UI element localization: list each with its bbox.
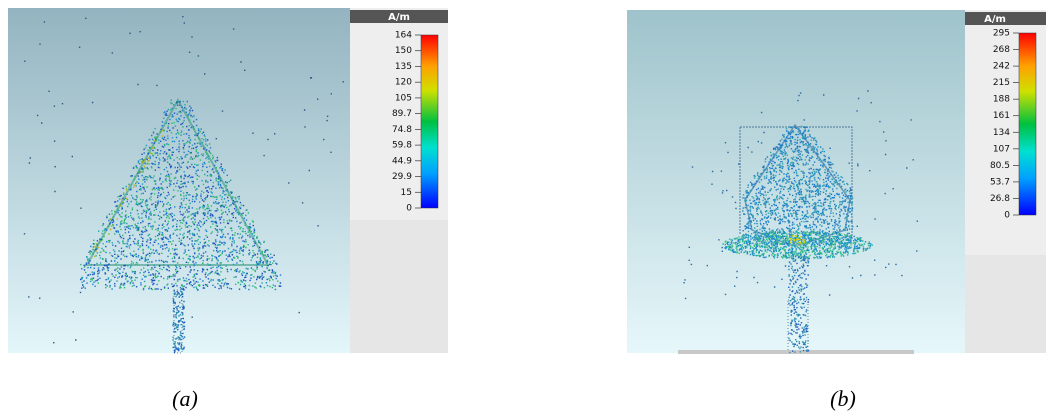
scale-label: 120	[395, 78, 412, 88]
scale-label: 53.7	[990, 177, 1010, 187]
unit: A/m	[984, 14, 1006, 25]
caption: (a)	[172, 386, 198, 411]
current-dots	[81, 100, 282, 291]
current-dots	[742, 125, 854, 246]
scale-label: 215	[993, 78, 1010, 88]
scale-label: 29.9	[392, 172, 412, 182]
caption: (b)	[830, 386, 856, 411]
current-dots	[80, 100, 279, 291]
legend-panel-lower	[965, 255, 1046, 353]
scale-label: 74.8	[392, 125, 412, 135]
scale-label: 107	[993, 144, 1010, 154]
scale-label: 161	[993, 111, 1010, 121]
feed-dots	[172, 284, 185, 351]
scale-label: 26.8	[990, 194, 1010, 204]
patch-outline	[85, 97, 270, 266]
scale-label: 80.5	[990, 161, 1010, 171]
scale-label: 89.7	[392, 109, 412, 119]
color-bar	[1018, 32, 1037, 216]
scale-label: 0	[406, 204, 412, 214]
unit-header	[350, 10, 448, 23]
current-dots	[742, 126, 854, 246]
dynamic-layer: 16415013512010589.774.859.844.929.915029…	[23, 16, 1019, 354]
sparse-dots	[683, 90, 918, 300]
feed-line	[787, 299, 809, 354]
scale-label: 150	[395, 46, 412, 56]
scale-label: 295	[993, 29, 1010, 39]
sparse-dots	[23, 16, 344, 344]
color-bar	[420, 34, 439, 209]
plot-background	[8, 8, 350, 353]
current-dots	[80, 101, 282, 291]
scale-label: 188	[993, 95, 1010, 105]
scale-label: 134	[993, 128, 1010, 138]
edge-current	[93, 129, 164, 258]
legend-panel-lower	[350, 220, 448, 353]
scale-label: 0	[1004, 211, 1010, 221]
scale-label: 164	[395, 31, 412, 41]
scale-label: 242	[993, 62, 1010, 72]
bottom-current	[725, 230, 871, 260]
feed-dots	[788, 254, 810, 354]
scrollbar	[678, 350, 914, 354]
unit: A/m	[388, 12, 410, 23]
scale-label: 59.8	[392, 141, 412, 151]
scale-label: 105	[395, 93, 412, 103]
scale-label: 15	[401, 188, 412, 198]
edge-current	[198, 132, 266, 255]
hotspot	[789, 235, 806, 246]
edge-current	[198, 138, 268, 261]
unit-header	[965, 12, 1046, 25]
scale-label: 268	[993, 45, 1010, 55]
scale-label: 44.9	[392, 156, 412, 166]
scale-label: 135	[395, 62, 412, 72]
